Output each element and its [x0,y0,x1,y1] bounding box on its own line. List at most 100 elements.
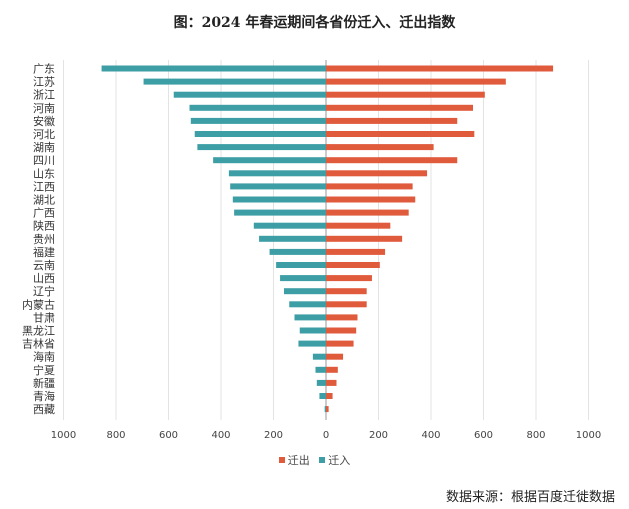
bar-out-7 [326,157,458,164]
category-label: 吉林省 [22,337,55,351]
bar-out-19 [326,314,358,321]
legend-swatch-out [278,457,285,463]
bar-out-13 [326,235,403,242]
bar-in-18 [289,301,326,308]
legend-swatch-in [319,457,326,463]
bar-out-15 [326,262,380,268]
x-tick-label: 400 [421,430,440,441]
bar-out-12 [326,222,391,229]
bar-in-26 [324,406,326,413]
x-tick-label: 1000 [51,430,76,441]
chart-title: 图：2024 年春运期间各省份迁入、迁出指数 [173,15,456,31]
bar-out-17 [326,288,367,295]
legend-item-out: 迁出 [278,452,310,468]
legend-item-in: 迁入 [319,452,350,468]
bar-in-3 [189,104,326,111]
bar-out-9 [326,183,413,190]
legend-label-out: 迁出 [287,454,310,467]
category-label: 陕西 [33,219,55,233]
x-tick-label: 1000 [576,430,601,441]
bar-in-23 [315,366,326,373]
grid-lines [63,60,589,420]
bar-out-4 [326,117,458,124]
bar-in-6 [197,144,326,151]
category-label: 山东 [33,167,55,180]
category-label: 辽宁 [33,284,55,298]
bar-in-9 [230,183,326,190]
legend: 迁出 迁入 [0,452,629,468]
bar-in-22 [312,353,326,360]
bars [101,65,554,413]
x-tick-label: 0 [323,430,329,441]
category-label: 河南 [33,102,55,115]
bar-in-14 [269,248,326,255]
bar-out-5 [326,131,475,137]
category-label: 云南 [33,259,55,272]
bar-in-16 [280,275,326,282]
bar-out-23 [326,366,338,373]
bar-out-20 [326,327,357,334]
category-label: 西藏 [33,403,55,416]
category-label: 湖北 [33,194,55,207]
bar-out-1 [326,78,506,85]
category-label: 浙江 [33,89,55,102]
data-source-note: 数据来源：根据百度迁徙数据 [445,490,615,505]
bar-out-8 [326,170,428,177]
x-tick-label: 600 [159,430,178,441]
category-label: 安徽 [33,114,55,128]
bar-out-21 [326,340,354,347]
category-label: 甘肃 [33,311,55,324]
category-label: 江苏 [33,76,55,89]
bar-in-17 [284,288,326,295]
category-label: 福建 [33,245,55,259]
category-label: 内蒙古 [22,297,55,311]
category-label: 江西 [33,180,55,193]
x-axis-ticks: 1000 800 600 400 200 0 200 400 600 800 1000 [51,430,601,441]
bar-in-20 [299,327,326,334]
legend-label-in: 迁入 [328,454,351,467]
category-label: 广东 [33,63,55,76]
bar-in-8 [228,170,326,177]
bar-out-14 [326,248,386,255]
bar-in-24 [316,379,326,386]
bar-out-25 [326,393,333,399]
category-label: 山西 [33,272,55,285]
category-label: 黑龙江 [22,325,55,338]
bar-in-7 [213,157,326,164]
bar-in-15 [276,262,326,268]
bar-out-26 [326,406,329,413]
bar-in-1 [143,78,326,85]
x-tick-label: 600 [474,430,493,441]
category-label: 青海 [33,389,55,403]
x-tick-label: 200 [369,430,388,441]
bar-out-0 [326,65,554,72]
category-label: 河北 [33,128,55,141]
category-label: 海南 [33,350,55,364]
bar-in-25 [319,393,326,399]
x-tick-label: 800 [526,430,545,441]
bar-in-12 [253,222,326,229]
bar-out-10 [326,196,416,203]
bar-out-2 [326,91,485,98]
bar-out-24 [326,379,337,386]
category-label: 新疆 [33,376,55,390]
bar-in-0 [101,65,326,72]
category-label: 湖南 [33,141,55,154]
bar-out-3 [326,104,473,111]
category-label: 贵州 [33,233,55,246]
category-label: 广西 [33,207,55,220]
category-label: 宁夏 [33,363,55,377]
bar-out-11 [326,209,409,216]
x-tick-label: 400 [211,430,230,441]
bar-in-2 [173,91,326,98]
bar-out-6 [326,144,434,151]
bar-in-5 [194,131,326,137]
bar-in-11 [234,209,326,216]
bar-in-4 [190,117,326,124]
bar-in-19 [294,314,326,321]
bar-out-18 [326,301,367,308]
category-labels: 广东江苏浙江河南安徽河北湖南四川山东江西湖北广西陕西贵州福建云南山西辽宁内蒙古甘… [22,63,55,417]
bar-in-10 [232,196,326,203]
category-label: 四川 [33,154,55,167]
